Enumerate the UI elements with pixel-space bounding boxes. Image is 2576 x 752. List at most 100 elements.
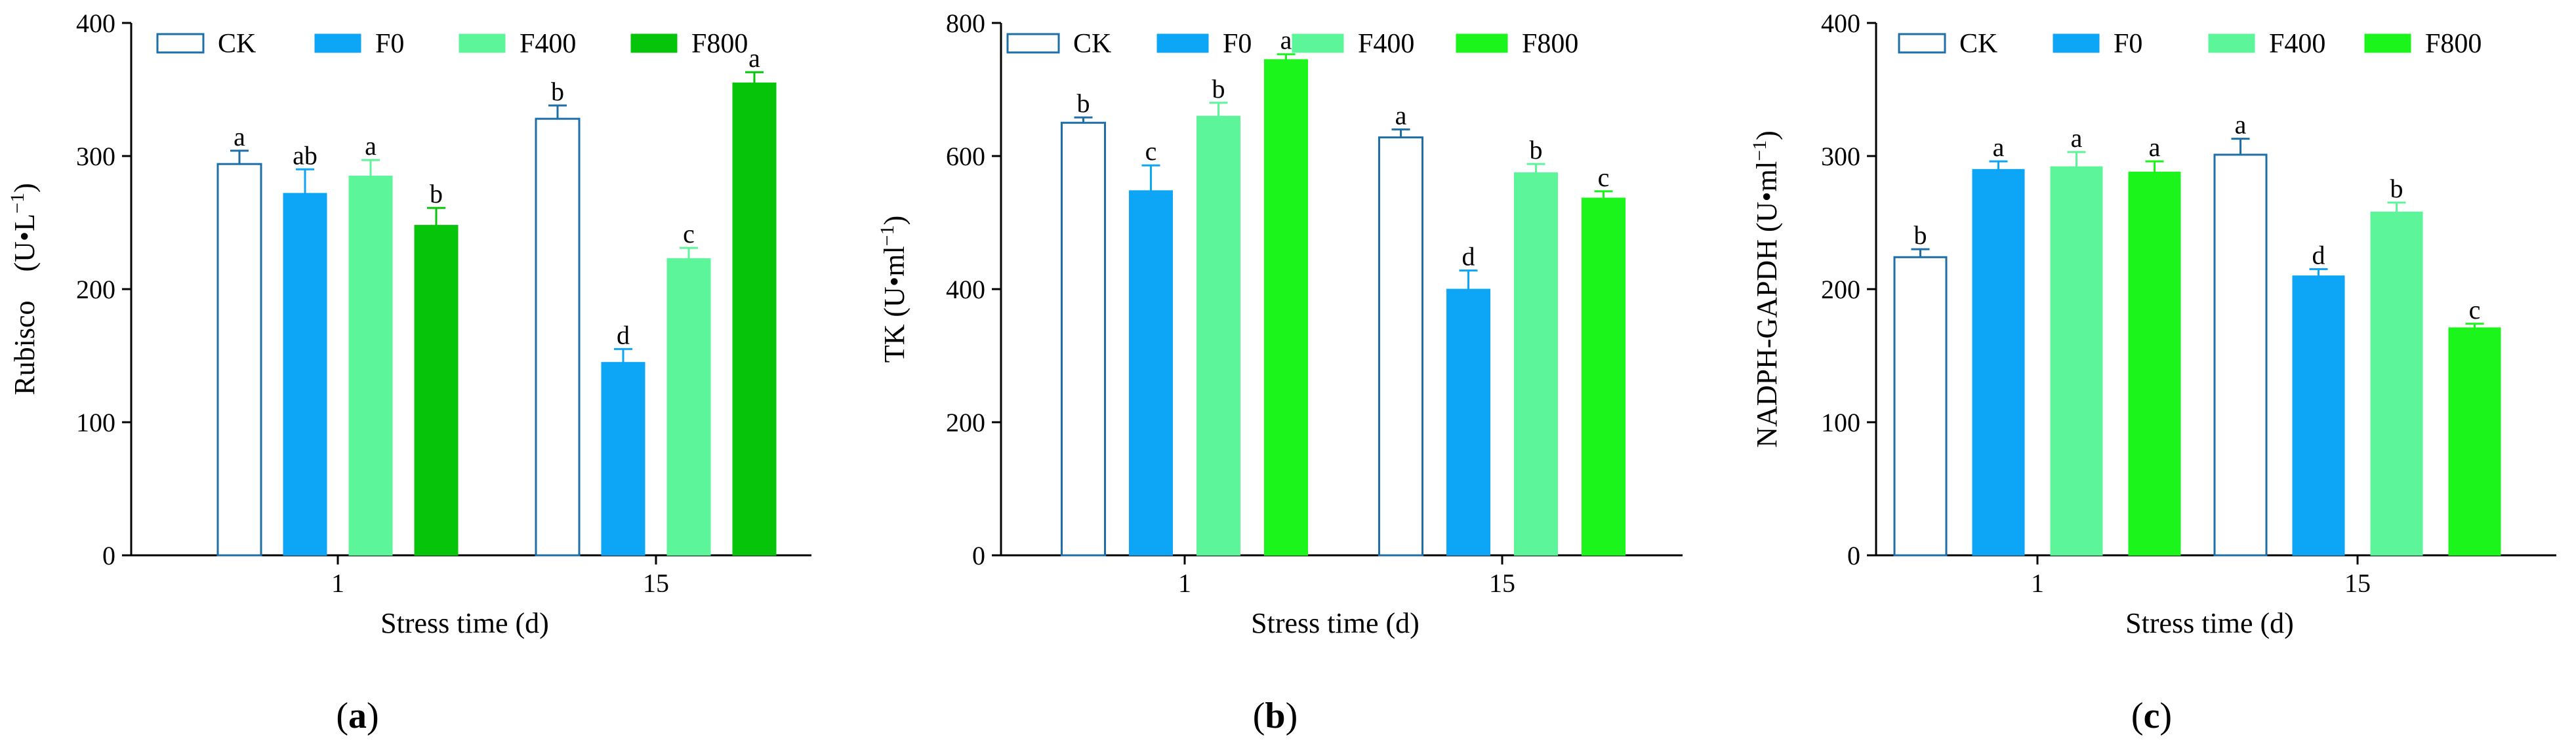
y-tick-label: 400 xyxy=(76,9,115,38)
bar-CK-15 xyxy=(1378,136,1423,557)
y-axis-label: Rubisco (U•L−1) xyxy=(7,183,41,395)
bar-CK-1 xyxy=(1061,121,1106,557)
bar-F0-15 xyxy=(2292,275,2345,556)
legend-swatch-F800 xyxy=(630,33,678,53)
legend-swatch-CK xyxy=(156,33,205,54)
significance-letter: a xyxy=(1280,26,1292,55)
y-tick-label: 0 xyxy=(972,541,985,570)
bar-CK-15 xyxy=(535,117,581,557)
y-tick-label: 300 xyxy=(76,142,115,171)
significance-letter: a xyxy=(2071,123,2083,153)
significance-letter: d xyxy=(1462,242,1475,271)
legend-swatch-F400 xyxy=(1292,33,1344,53)
bar-F400-1 xyxy=(2050,166,2103,556)
bar-F0-1 xyxy=(283,193,327,556)
y-tick-label: 200 xyxy=(946,408,985,437)
legend-label-F400: F400 xyxy=(2269,29,2325,59)
significance-letter: c xyxy=(683,219,695,248)
significance-letter: ab xyxy=(293,140,317,170)
panel-label: (a) xyxy=(336,696,378,736)
significance-letter: b xyxy=(551,77,564,106)
y-tick-label: 100 xyxy=(1821,408,1860,437)
legend-swatch-F0 xyxy=(314,33,361,53)
legend-swatch-F400 xyxy=(2208,33,2255,53)
chart-panel-a: 0 100 200 300 400 1 15 Stress time (d) Rubisco (… xyxy=(7,9,811,736)
y-tick-label: 400 xyxy=(1821,9,1860,38)
legend-swatch-F800 xyxy=(1456,33,1508,53)
x-tick-label: 1 xyxy=(331,568,344,598)
legend-swatch-F400 xyxy=(459,33,506,53)
y-axis-label: NADPH-GAPDH (U•ml−1) xyxy=(1749,130,1783,448)
legend-label-F400: F400 xyxy=(1358,29,1414,59)
legend-label-F0: F0 xyxy=(1223,29,1252,59)
significance-letter: d xyxy=(2312,241,2325,270)
bar-F400-15 xyxy=(2370,211,2423,556)
bar-F0-1 xyxy=(1129,190,1173,556)
y-tick-label: 400 xyxy=(946,275,985,304)
x-axis-label: Stress time (d) xyxy=(1251,607,1420,639)
bar-F0-1 xyxy=(1972,168,2025,556)
significance-letter: a xyxy=(365,131,377,161)
significance-letter: c xyxy=(1145,136,1157,166)
significance-letter: a xyxy=(234,122,245,151)
panel-label: (c) xyxy=(2131,696,2172,736)
bar-CK-1 xyxy=(1893,256,1948,557)
legend-swatch-CK xyxy=(1006,33,1060,54)
significance-letter: c xyxy=(2469,295,2481,325)
significance-letter: b xyxy=(1077,89,1090,118)
significance-letter: a xyxy=(1395,100,1407,130)
significance-letter: b xyxy=(2390,174,2403,203)
legend-swatch-F0 xyxy=(2053,33,2100,53)
x-tick-label: 1 xyxy=(2031,568,2044,598)
bar-CK-1 xyxy=(216,163,262,557)
bar-F800-1 xyxy=(2128,171,2181,556)
legend-label-F800: F800 xyxy=(691,29,748,59)
x-tick-label: 1 xyxy=(1178,568,1191,598)
y-axis-label: TK (U•ml−1) xyxy=(876,216,910,363)
y-tick-label: 300 xyxy=(1821,142,1860,171)
significance-letter: c xyxy=(1598,163,1610,192)
legend-label-F800: F800 xyxy=(1522,29,1578,59)
y-tick-label: 100 xyxy=(76,408,115,437)
bar-F800-15 xyxy=(2448,327,2501,556)
bar-F400-1 xyxy=(1196,115,1240,556)
y-tick-label: 800 xyxy=(946,9,985,38)
significance-letter: b xyxy=(430,179,443,208)
legend-label-CK: CK xyxy=(218,29,256,59)
significance-letter: d xyxy=(617,320,630,349)
bar-CK-15 xyxy=(2213,153,2268,557)
legend-swatch-CK xyxy=(1898,33,1946,54)
legend-swatch-F0 xyxy=(1156,33,1209,53)
bar-F400-15 xyxy=(666,258,711,556)
y-tick-label: 0 xyxy=(102,541,115,570)
significance-letter: b xyxy=(1212,74,1225,104)
y-tick-label: 600 xyxy=(946,142,985,171)
significance-letter: a xyxy=(1993,132,2005,162)
bar-F800-1 xyxy=(1264,59,1308,556)
legend-label-F800: F800 xyxy=(2425,29,2482,59)
bar-F400-1 xyxy=(348,175,393,556)
chart-panel-c: 0 100 200 300 400 1 15 Stress time (d) NADPH-GAP… xyxy=(1749,9,2556,736)
legend-label-F0: F0 xyxy=(2114,29,2142,59)
legend-label-CK: CK xyxy=(1073,29,1111,59)
x-tick-label: 15 xyxy=(2344,568,2371,598)
bar-F800-15 xyxy=(1582,197,1625,556)
x-tick-label: 15 xyxy=(1489,568,1515,598)
bar-F0-15 xyxy=(1446,288,1490,556)
significance-letter: b xyxy=(1914,220,1927,250)
legend-label-F0: F0 xyxy=(375,29,404,59)
y-tick-label: 200 xyxy=(76,275,115,304)
bar-F400-15 xyxy=(1514,172,1558,556)
y-tick-label: 0 xyxy=(1847,541,1860,570)
significance-letter: a xyxy=(2149,132,2161,162)
x-axis-label: Stress time (d) xyxy=(380,607,549,639)
bar-F0-15 xyxy=(601,362,645,556)
x-tick-label: 15 xyxy=(643,568,669,598)
bar-F800-15 xyxy=(732,82,777,556)
y-tick-label: 200 xyxy=(1821,275,1860,304)
legend-swatch-F800 xyxy=(2364,33,2411,53)
bar-F800-1 xyxy=(414,225,459,556)
x-axis-label: Stress time (d) xyxy=(2125,607,2294,639)
